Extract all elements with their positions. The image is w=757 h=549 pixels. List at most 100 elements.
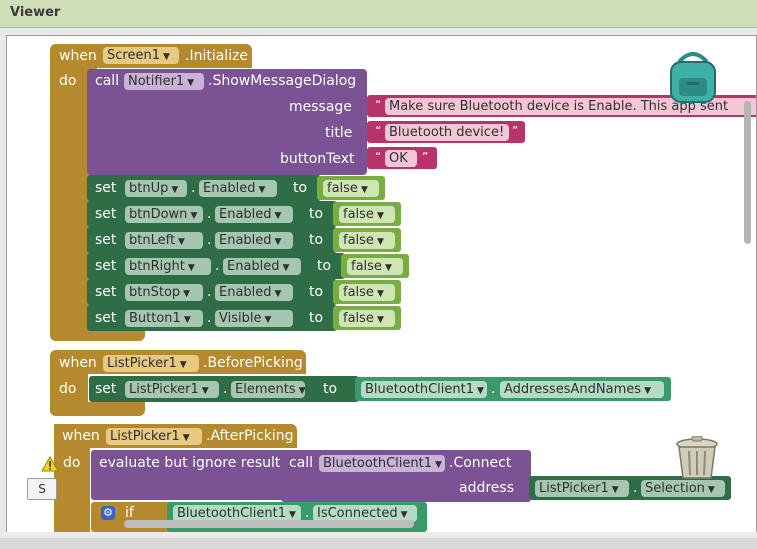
chevron-down-icon: ▼ bbox=[400, 510, 408, 520]
listpicker1-after-dropdown[interactable]: ListPicker1 ▼ bbox=[106, 428, 202, 445]
address-param-label: address bbox=[459, 480, 515, 496]
after-picking-event-label: .AfterPicking bbox=[206, 428, 294, 444]
component-dropdown-label: btnRight bbox=[129, 259, 185, 274]
connect-method-label: .Connect bbox=[449, 455, 512, 471]
button-text-field[interactable]: OK bbox=[385, 150, 417, 167]
elements-property-dropdown[interactable]: Elements ▼ bbox=[231, 381, 306, 398]
to-label: to bbox=[317, 258, 332, 274]
property-dropdown[interactable]: Enabled ▼ bbox=[215, 206, 293, 223]
false-dropdown-label: false bbox=[343, 311, 374, 326]
button-text-value: OK bbox=[389, 151, 408, 166]
chevron-down-icon: ▼ bbox=[644, 386, 651, 396]
component-dropdown[interactable]: btnLeft ▼ bbox=[125, 232, 203, 249]
false-dropdown[interactable]: false ▼ bbox=[339, 232, 395, 249]
close-quote-icon: ” bbox=[512, 124, 519, 138]
component-dropdown-label: btnStop bbox=[129, 285, 181, 300]
addresses-and-names-dropdown[interactable]: AddressesAndNames ▼ bbox=[500, 381, 664, 398]
selection-property-label: Selection bbox=[645, 481, 705, 496]
blocks-workspace[interactable]: when Screen1 ▼ .Initialize do call Notifi… bbox=[7, 36, 756, 533]
component-dropdown[interactable]: Button1 ▼ bbox=[125, 310, 203, 327]
chevron-down-icon: ▼ bbox=[376, 211, 384, 221]
false-dropdown[interactable]: false ▼ bbox=[339, 310, 395, 327]
chevron-down-icon: ▼ bbox=[190, 211, 198, 221]
screen1-dropdown[interactable]: Screen1 ▼ bbox=[103, 47, 179, 64]
is-connected-dropdown[interactable]: IsConnected ▼ bbox=[313, 505, 417, 522]
chevron-down-icon: ▼ bbox=[183, 315, 191, 325]
component-dropdown[interactable]: btnRight ▼ bbox=[125, 258, 211, 275]
is-connected-label: IsConnected bbox=[317, 506, 398, 521]
component-dropdown[interactable]: btnUp ▼ bbox=[125, 180, 187, 197]
listpicker1-dropdown[interactable]: ListPicker1 ▼ bbox=[103, 355, 199, 372]
chevron-down-icon: ▼ bbox=[376, 237, 384, 247]
trash-icon[interactable] bbox=[673, 435, 721, 480]
notifier1-dropdown[interactable]: Notifier1 ▼ bbox=[124, 73, 204, 90]
listpicker1-selection-dropdown[interactable]: ListPicker1 ▼ bbox=[535, 480, 629, 497]
bluetoothclient1-if-dropdown[interactable]: BluetoothClient1 ▼ bbox=[173, 505, 301, 522]
chevron-down-icon: ▼ bbox=[187, 78, 195, 88]
open-quote-icon: “ bbox=[375, 124, 382, 138]
property-dropdown[interactable]: Enabled ▼ bbox=[215, 284, 293, 301]
viewer-header: Viewer bbox=[0, 0, 757, 28]
side-button[interactable]: S bbox=[27, 478, 57, 500]
gear-icon[interactable]: ⚙ bbox=[101, 506, 115, 520]
property-dropdown[interactable]: Enabled ▼ bbox=[199, 180, 277, 197]
vertical-scrollbar[interactable] bbox=[744, 101, 751, 244]
evaluate-ignore-block[interactable] bbox=[91, 450, 291, 500]
property-dropdown[interactable]: Enabled ▼ bbox=[223, 258, 301, 275]
before-picking-footer bbox=[50, 402, 145, 416]
show-message-dialog-label: .ShowMessageDialog bbox=[208, 73, 357, 89]
to-label: to bbox=[309, 232, 324, 248]
chevron-down-icon: ▼ bbox=[376, 315, 384, 325]
addresses-and-names-label: AddressesAndNames bbox=[504, 382, 642, 397]
set-label: set bbox=[95, 381, 117, 397]
chevron-down-icon: ▼ bbox=[178, 237, 185, 247]
set-label: set bbox=[95, 180, 117, 196]
chevron-down-icon: ▼ bbox=[289, 510, 296, 520]
component-dropdown[interactable]: btnDown ▼ bbox=[125, 206, 203, 223]
component-dropdown[interactable]: btnStop ▼ bbox=[125, 284, 203, 301]
call-label: call bbox=[289, 455, 314, 471]
false-dropdown[interactable]: false ▼ bbox=[339, 284, 395, 301]
false-dropdown[interactable]: false ▼ bbox=[339, 206, 395, 223]
title-text-field[interactable]: Bluetooth device! bbox=[385, 124, 509, 141]
chevron-down-icon: ▼ bbox=[274, 289, 282, 299]
warning-icon[interactable] bbox=[41, 455, 59, 472]
component-dropdown-label: btnLeft bbox=[129, 233, 176, 248]
side-button-label: S bbox=[38, 482, 46, 496]
chevron-down-icon: ▼ bbox=[376, 289, 384, 299]
property-dropdown-label: Enabled bbox=[219, 285, 272, 300]
property-dropdown[interactable]: Visible ▼ bbox=[215, 310, 293, 327]
chevron-down-icon: ▼ bbox=[171, 185, 179, 195]
chevron-down-icon: ▼ bbox=[258, 185, 266, 195]
bluetoothclient1-connect-dropdown[interactable]: BluetoothClient1 ▼ bbox=[319, 455, 445, 472]
horizontal-scrollbar[interactable] bbox=[124, 520, 414, 528]
listpicker1-selection-label: ListPicker1 bbox=[539, 481, 609, 496]
after-picking-body bbox=[54, 424, 90, 533]
evaluate-ignore-label: evaluate but ignore result bbox=[99, 455, 281, 471]
before-picking-event-label: .BeforePicking bbox=[203, 355, 303, 371]
dot-label: . bbox=[491, 381, 496, 397]
set-label: set bbox=[95, 206, 117, 222]
dot-label: . bbox=[223, 381, 228, 397]
component-dropdown-label: Button1 bbox=[129, 311, 181, 326]
property-dropdown[interactable]: Enabled ▼ bbox=[215, 232, 293, 249]
screen1-dropdown-label: Screen1 bbox=[107, 48, 160, 63]
dot-label: . bbox=[207, 284, 212, 300]
false-dropdown[interactable]: false ▼ bbox=[347, 258, 403, 275]
bluetoothclient1-dropdown[interactable]: BluetoothClient1 ▼ bbox=[361, 381, 487, 398]
dot-label: . bbox=[191, 180, 196, 196]
dot-label: . bbox=[633, 480, 638, 496]
selection-property-dropdown[interactable]: Selection ▼ bbox=[641, 480, 725, 497]
if-label: if bbox=[125, 505, 134, 521]
when-label: when bbox=[59, 355, 97, 371]
false-dropdown[interactable]: false ▼ bbox=[323, 180, 379, 197]
message-param-label: message bbox=[289, 99, 352, 115]
false-dropdown-label: false bbox=[351, 259, 382, 274]
chevron-down-icon: ▼ bbox=[282, 263, 290, 273]
message-text-field[interactable]: Make sure Bluetooth device is Enable. Th… bbox=[385, 98, 756, 115]
listpicker1-target-dropdown[interactable]: ListPicker1 ▼ bbox=[125, 381, 219, 398]
backpack-icon[interactable] bbox=[665, 48, 721, 104]
chevron-down-icon: ▼ bbox=[264, 315, 272, 325]
chevron-down-icon: ▼ bbox=[187, 263, 195, 273]
chevron-down-icon: ▼ bbox=[360, 185, 368, 195]
